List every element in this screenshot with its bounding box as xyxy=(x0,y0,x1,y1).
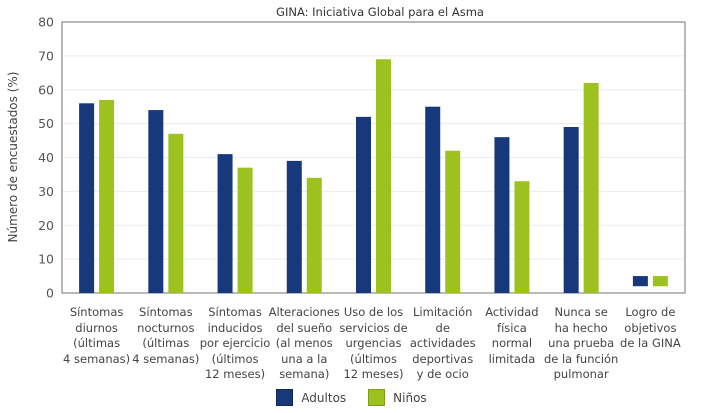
y-tick-label: 80 xyxy=(38,15,54,30)
bar-adultos-5 xyxy=(425,106,441,293)
bar-ninos-7 xyxy=(583,82,599,293)
legend-label-ninos: Niños xyxy=(393,390,427,405)
x-tick-label: Síntomas nocturnos (últimas 4 semanas) xyxy=(132,305,200,366)
x-tick-label: Actividad física normal limitada xyxy=(485,305,539,366)
y-tick-label: 70 xyxy=(38,48,54,63)
x-tick-label: Uso de los servicios de urgencias (últim… xyxy=(339,305,408,381)
y-tick-label: 10 xyxy=(38,252,54,267)
y-tick-label: 60 xyxy=(38,82,54,97)
bar-ninos-1 xyxy=(168,133,184,293)
bar-ninos-8 xyxy=(652,276,668,287)
bar-ninos-0 xyxy=(99,99,115,293)
bar-adultos-7 xyxy=(563,127,579,293)
y-tick-label: 30 xyxy=(38,184,54,199)
bar-adultos-3 xyxy=(286,160,302,293)
legend-label-adultos: Adultos xyxy=(301,390,347,405)
bar-adultos-0 xyxy=(79,103,95,293)
y-tick-label: 0 xyxy=(46,286,54,301)
y-tick-label: 50 xyxy=(38,116,54,131)
y-axis-ticks: 0 10 20 30 40 50 60 70 80 xyxy=(38,15,54,301)
y-axis-label: Número de encuestados (%) xyxy=(6,72,20,243)
bar-ninos-6 xyxy=(514,181,530,293)
plot-frame xyxy=(61,21,686,294)
bar-adultos-8 xyxy=(632,276,648,287)
x-tick-label: Síntomas diurnos (últimas 4 semanas) xyxy=(63,305,131,366)
bars xyxy=(79,59,668,294)
x-tick-label: Limitación de actividades deportivas y d… xyxy=(409,305,476,381)
gridlines xyxy=(62,55,685,260)
chart-title: GINA: Iniciativa Global para el Asma xyxy=(276,5,484,19)
bar-ninos-3 xyxy=(306,177,322,293)
x-tick-label: Alteraciones del sueño (al menos una a l… xyxy=(268,305,340,381)
bar-adultos-6 xyxy=(494,137,510,293)
bar-ninos-4 xyxy=(376,59,391,294)
y-tick-label: 40 xyxy=(38,150,54,165)
bar-ninos-2 xyxy=(237,167,253,293)
x-tick-label: Logro de objetivos de la GINA xyxy=(620,305,681,350)
legend-swatch-ninos xyxy=(368,389,386,406)
y-tick-label: 20 xyxy=(38,218,54,233)
x-tick-label: Nunca se ha hecho una prueba de la funci… xyxy=(543,305,619,381)
legend-item-ninos[interactable]: Niños xyxy=(368,389,427,406)
bar-adultos-4 xyxy=(356,116,371,293)
bar-ninos-5 xyxy=(445,150,461,293)
bar-adultos-2 xyxy=(217,154,233,293)
legend-item-adultos[interactable]: Adultos xyxy=(276,389,346,406)
legend: Adultos Niños xyxy=(0,389,703,406)
x-tick-label: Síntomas inducidos por ejercicio (último… xyxy=(199,305,271,381)
legend-swatch-adultos xyxy=(276,389,294,406)
bar-adultos-1 xyxy=(148,110,164,293)
